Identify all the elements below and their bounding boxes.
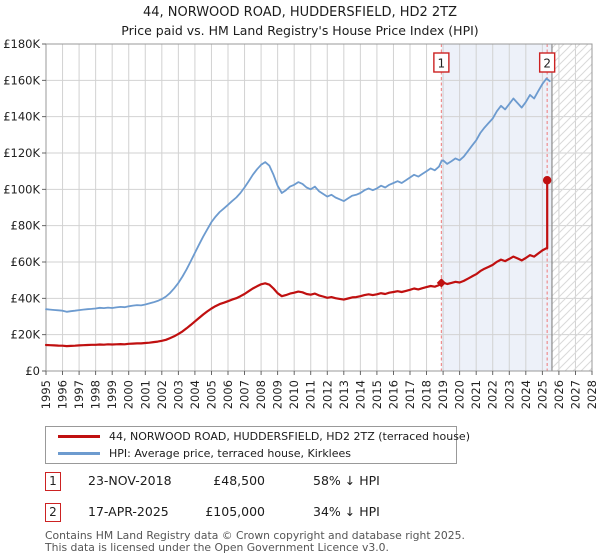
sale-2-date: 17-APR-2025 <box>88 504 169 519</box>
svg-text:2004: 2004 <box>188 380 202 409</box>
svg-text:2020: 2020 <box>453 380 467 409</box>
svg-text:1996: 1996 <box>56 380 70 409</box>
legend-item-property: 44, NORWOOD ROAD, HUDDERSFIELD, HD2 2TZ … <box>58 428 470 444</box>
svg-text:2026: 2026 <box>552 380 566 409</box>
svg-text:£0: £0 <box>25 364 40 378</box>
hpi-line <box>45 77 551 313</box>
property-line-swatch <box>58 434 100 438</box>
svg-text:2008: 2008 <box>254 380 268 409</box>
license-footer: Contains HM Land Registry data © Crown c… <box>45 530 465 553</box>
svg-text:2017: 2017 <box>403 380 417 409</box>
sale-annotation-2: 2 17-APR-2025 £105,000 34% ↓ HPI <box>0 503 600 523</box>
plot-border <box>45 43 593 372</box>
svg-text:£20K: £20K <box>11 328 41 342</box>
svg-text:2011: 2011 <box>304 380 318 409</box>
svg-text:2006: 2006 <box>221 380 235 409</box>
svg-text:£120K: £120K <box>3 146 40 160</box>
sale-1-date: 23-NOV-2018 <box>88 473 172 488</box>
svg-text:2002: 2002 <box>155 380 169 409</box>
hpi-line-swatch <box>58 452 100 456</box>
footer-line-2: This data is licensed under the Open Gov… <box>45 540 389 554</box>
svg-text:£160K: £160K <box>3 73 40 87</box>
svg-text:2027: 2027 <box>568 380 582 409</box>
legend: 44, NORWOOD ROAD, HUDDERSFIELD, HD2 2TZ … <box>45 426 470 464</box>
sale-2-hpi-delta: 34% ↓ HPI <box>313 504 380 519</box>
svg-text:2025: 2025 <box>535 380 549 409</box>
svg-text:2010: 2010 <box>287 380 301 409</box>
svg-text:2005: 2005 <box>204 380 218 409</box>
svg-text:£140K: £140K <box>3 110 40 124</box>
sale-marker-box-label: 2 <box>543 57 551 71</box>
footer-line-1: Contains HM Land Registry data © Crown c… <box>45 529 465 542</box>
sale-annotation-1: 1 23-NOV-2018 £48,500 58% ↓ HPI <box>0 472 600 492</box>
svg-text:1999: 1999 <box>105 380 119 409</box>
svg-text:2018: 2018 <box>420 380 434 409</box>
svg-text:£60K: £60K <box>11 255 41 269</box>
svg-text:2024: 2024 <box>519 380 533 409</box>
sale-2-number-badge: 2 <box>45 503 61 522</box>
future-hatch <box>551 44 592 371</box>
svg-text:2015: 2015 <box>370 380 384 409</box>
sale-2-point-marker <box>542 176 552 185</box>
sale-marker-box-label: 1 <box>438 57 446 71</box>
svg-text:2003: 2003 <box>171 380 185 409</box>
sale-1-point-marker <box>436 278 446 288</box>
svg-text:£40K: £40K <box>11 291 41 305</box>
svg-text:2023: 2023 <box>502 380 516 409</box>
legend-item-hpi: HPI: Average price, terraced house, Kirk… <box>58 446 456 462</box>
legend-label-property: 44, NORWOOD ROAD, HUDDERSFIELD, HD2 2TZ … <box>109 429 470 443</box>
svg-text:2021: 2021 <box>469 380 483 409</box>
svg-text:£100K: £100K <box>3 182 40 196</box>
svg-text:2016: 2016 <box>386 380 400 409</box>
svg-text:2009: 2009 <box>271 380 285 409</box>
price-history-chart: 1 2 £0 £20K £40K £60K £80K £100K £120K £140K £160K… <box>3 37 599 409</box>
sale-1-hpi-delta: 58% ↓ HPI <box>313 473 380 488</box>
svg-text:2001: 2001 <box>138 380 152 409</box>
sale-1-price: £48,500 <box>213 473 265 488</box>
svg-text:2012: 2012 <box>320 380 334 409</box>
sale-2-price: £105,000 <box>205 504 265 519</box>
svg-text:2014: 2014 <box>353 380 367 409</box>
svg-text:2013: 2013 <box>337 380 351 409</box>
svg-text:£80K: £80K <box>11 219 41 233</box>
svg-text:1995: 1995 <box>39 380 53 409</box>
sale-marker-box <box>433 52 450 73</box>
property-price-line <box>44 179 551 348</box>
svg-text:1998: 1998 <box>89 380 103 409</box>
svg-text:2007: 2007 <box>238 380 252 409</box>
page-title: 44, NORWOOD ROAD, HUDDERSFIELD, HD2 2TZ <box>142 5 458 20</box>
svg-text:£180K: £180K <box>3 37 40 51</box>
page-subtitle: Price paid vs. HM Land Registry's House … <box>121 23 479 38</box>
sale-1-number-badge: 1 <box>45 472 61 491</box>
between-sales-shade <box>441 44 552 371</box>
svg-text:2028: 2028 <box>585 380 599 409</box>
legend-label-hpi: HPI: Average price, terraced house, Kirk… <box>109 447 352 461</box>
axis-labels: £0 £20K £40K £60K £80K £100K £120K £140K £160K £1… <box>3 37 599 409</box>
svg-text:2019: 2019 <box>436 380 450 409</box>
sale-marker-box <box>538 52 556 73</box>
svg-text:2022: 2022 <box>486 380 500 409</box>
svg-text:1997: 1997 <box>72 380 86 409</box>
svg-text:2000: 2000 <box>122 380 136 409</box>
